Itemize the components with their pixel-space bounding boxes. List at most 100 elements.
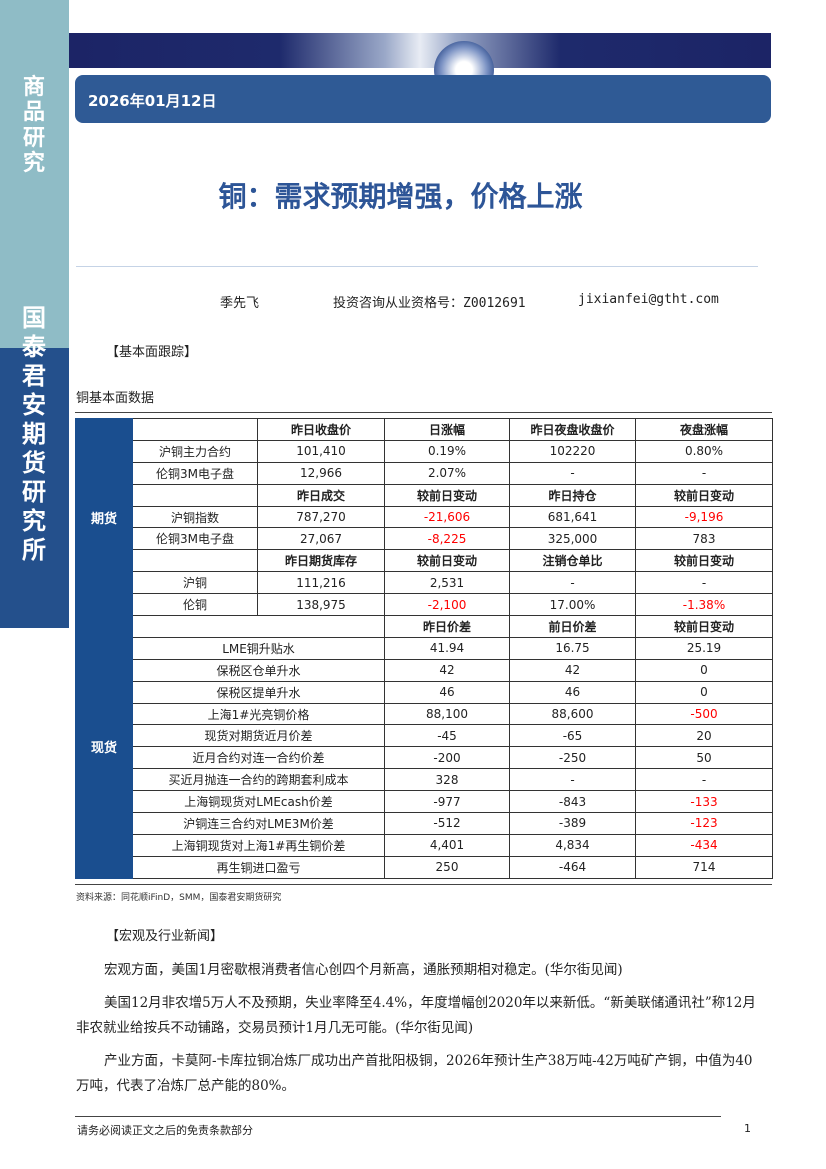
row-label: 沪铜连三合约对LME3M价差: [132, 812, 385, 835]
footer-disclaimer[interactable]: 请务必阅读正文之后的免责条款部分: [77, 1124, 253, 1137]
date-bar: 2026年01月12日: [75, 75, 771, 123]
table-cell: 0: [635, 680, 773, 704]
table-cell: -: [509, 768, 636, 792]
row-label: 伦铜3M电子盘: [132, 461, 258, 485]
table-cell: 328: [384, 768, 510, 792]
table-cell: -434: [635, 833, 773, 857]
row-label: 沪铜主力合约: [132, 439, 258, 463]
table-cell: -1.38%: [635, 593, 773, 617]
table-cell: -977: [384, 790, 510, 814]
column-header: 较前日变动: [635, 549, 773, 573]
table-cell: 4,401: [384, 833, 510, 857]
table-cell: -389: [509, 812, 636, 835]
table-row: 沪铜指数 787,270 -21,606 681,641 -9,196: [76, 505, 773, 529]
table-row: 上海1#光亮铜价格 88,100 88,600 -500: [76, 702, 773, 726]
column-header: 夜盘涨幅: [635, 418, 773, 441]
table-cell: -843: [509, 790, 636, 814]
data-source: 资料来源：同花顺iFinD，SMM，国泰君安期货研究: [76, 893, 282, 903]
table-cell: 0.19%: [384, 439, 510, 463]
column-header: 注销仓单比: [509, 549, 636, 573]
table-cell: 325,000: [509, 527, 636, 551]
table-cell: -464: [509, 855, 636, 879]
qualification-number: 投资咨询从业资格号：Z0012691: [333, 296, 526, 311]
table-cell: 250: [384, 855, 510, 879]
table-cell: 681,641: [509, 505, 636, 529]
table-cell: 50: [635, 746, 773, 770]
column-header: 日涨幅: [384, 418, 510, 441]
section-heading-fundamentals: 【基本面跟踪】: [106, 345, 198, 360]
column-header: 较前日变动: [635, 615, 773, 638]
table-row: 上海铜现货对上海1#再生铜价差 4,401 4,834 -434: [76, 833, 773, 857]
table-cell: -: [509, 461, 636, 485]
page-number: 1: [744, 1122, 751, 1135]
table-row: 伦铜3M电子盘 12,966 2.07% - -: [76, 461, 773, 485]
table-row: LME铜升贴水 41.94 16.75 25.19: [76, 636, 773, 660]
report-date: 2026年01月12日: [88, 92, 217, 110]
table-cell: 0.80%: [635, 439, 773, 463]
table-cell: 102220: [509, 439, 636, 463]
column-header: 昨日价差: [384, 615, 510, 638]
row-label: [132, 418, 258, 441]
table-header-row: 昨日期货库存 较前日变动 注销仓单比 较前日变动: [76, 549, 773, 573]
row-label: 保税区提单升水: [132, 680, 385, 704]
sidebar-company-panel: 国泰君安期货研究所: [0, 303, 69, 628]
table-cell: -21,606: [384, 505, 510, 529]
table-cell: 46: [509, 680, 636, 704]
column-header: 昨日期货库存: [257, 549, 385, 573]
table-cell: 17.00%: [509, 593, 636, 617]
report-title: 铜：需求预期增强，价格上涨: [218, 180, 583, 213]
table-row: 上海铜现货对LMEcash价差 -977 -843 -133: [76, 790, 773, 814]
sidebar-category-panel: 商品研究: [0, 0, 69, 348]
group-label-spot: 现货: [75, 615, 133, 879]
row-label: LME铜升贴水: [132, 636, 385, 660]
table-cell: 111,216: [257, 571, 385, 595]
row-label: 沪铜: [132, 571, 258, 595]
table-cell: 787,270: [257, 505, 385, 529]
table-cell: 46: [384, 680, 510, 704]
column-header: 昨日持仓: [509, 483, 636, 507]
table-cell: -500: [635, 702, 773, 726]
row-label: [132, 483, 258, 507]
footer-divider: [75, 1116, 721, 1117]
table-row: 伦铜3M电子盘 27,067 -8,225 325,000 783: [76, 527, 773, 551]
news-paragraph: 美国12月非农增5万人不及预期，失业率降至4.4%，年度增幅创2020年以来新低…: [76, 995, 756, 1036]
table-cell: 25.19: [635, 636, 773, 660]
news-paragraph: 宏观方面，美国1月密歇根消费者信心创四个月新高，通胀预期相对稳定。(华尔街见闻): [104, 962, 623, 978]
divider: [76, 266, 758, 267]
table-row: 再生铜进口盈亏 250 -464 714: [76, 855, 773, 879]
author-name: 季先飞: [220, 296, 260, 311]
table-cell: -65: [509, 724, 636, 748]
row-label: 上海铜现货对上海1#再生铜价差: [132, 833, 385, 857]
table-cell: 4,834: [509, 833, 636, 857]
table-header-row: 期货 昨日收盘价 日涨幅 昨日夜盘收盘价 夜盘涨幅: [75, 417, 773, 617]
row-label: [132, 549, 258, 573]
table-cell: -: [635, 571, 773, 595]
row-label: 保税区仓单升水: [132, 658, 385, 682]
table-cell: -250: [509, 746, 636, 770]
column-header: 较前日变动: [635, 483, 773, 507]
row-label: 伦铜: [132, 593, 258, 617]
table-cell: 12,966: [257, 461, 385, 485]
table-row: 现货对期货近月价差 -45 -65 20: [76, 724, 773, 748]
news-paragraph: 产业方面，卡莫阿-卡库拉铜冶炼厂成功出产首批阳极铜，2026年预计生产38万吨-…: [76, 1053, 753, 1094]
table-cell: -45: [384, 724, 510, 748]
table-cell: -: [635, 768, 773, 792]
table-row: 伦铜 138,975 -2,100 17.00% -1.38%: [76, 593, 773, 617]
table-cell: 42: [509, 658, 636, 682]
row-label: [132, 615, 385, 638]
table-row: 沪铜 111,216 2,531- -: [76, 571, 773, 595]
row-label: 再生铜进口盈亏: [132, 855, 385, 879]
column-header: 昨日夜盘收盘价: [509, 418, 636, 441]
table-row: 沪铜连三合约对LME3M价差 -512 -389 -123: [76, 812, 773, 835]
divider: [75, 412, 772, 413]
row-label: 近月合约对连一合约价差: [132, 746, 385, 770]
table-cell: -133: [635, 790, 773, 814]
table-cell: 20: [635, 724, 773, 748]
column-header: 昨日收盘价: [257, 418, 385, 441]
column-header: 较前日变动: [384, 549, 510, 573]
column-header: 较前日变动: [384, 483, 510, 507]
table-row: 保税区仓单升水 42 42 0: [76, 658, 773, 682]
table-header-row: 昨日成交 较前日变动 昨日持仓 较前日变动: [76, 483, 773, 507]
table-cell: 101,410: [257, 439, 385, 463]
author-email[interactable]: jixianfei@gtht.com: [578, 292, 719, 307]
